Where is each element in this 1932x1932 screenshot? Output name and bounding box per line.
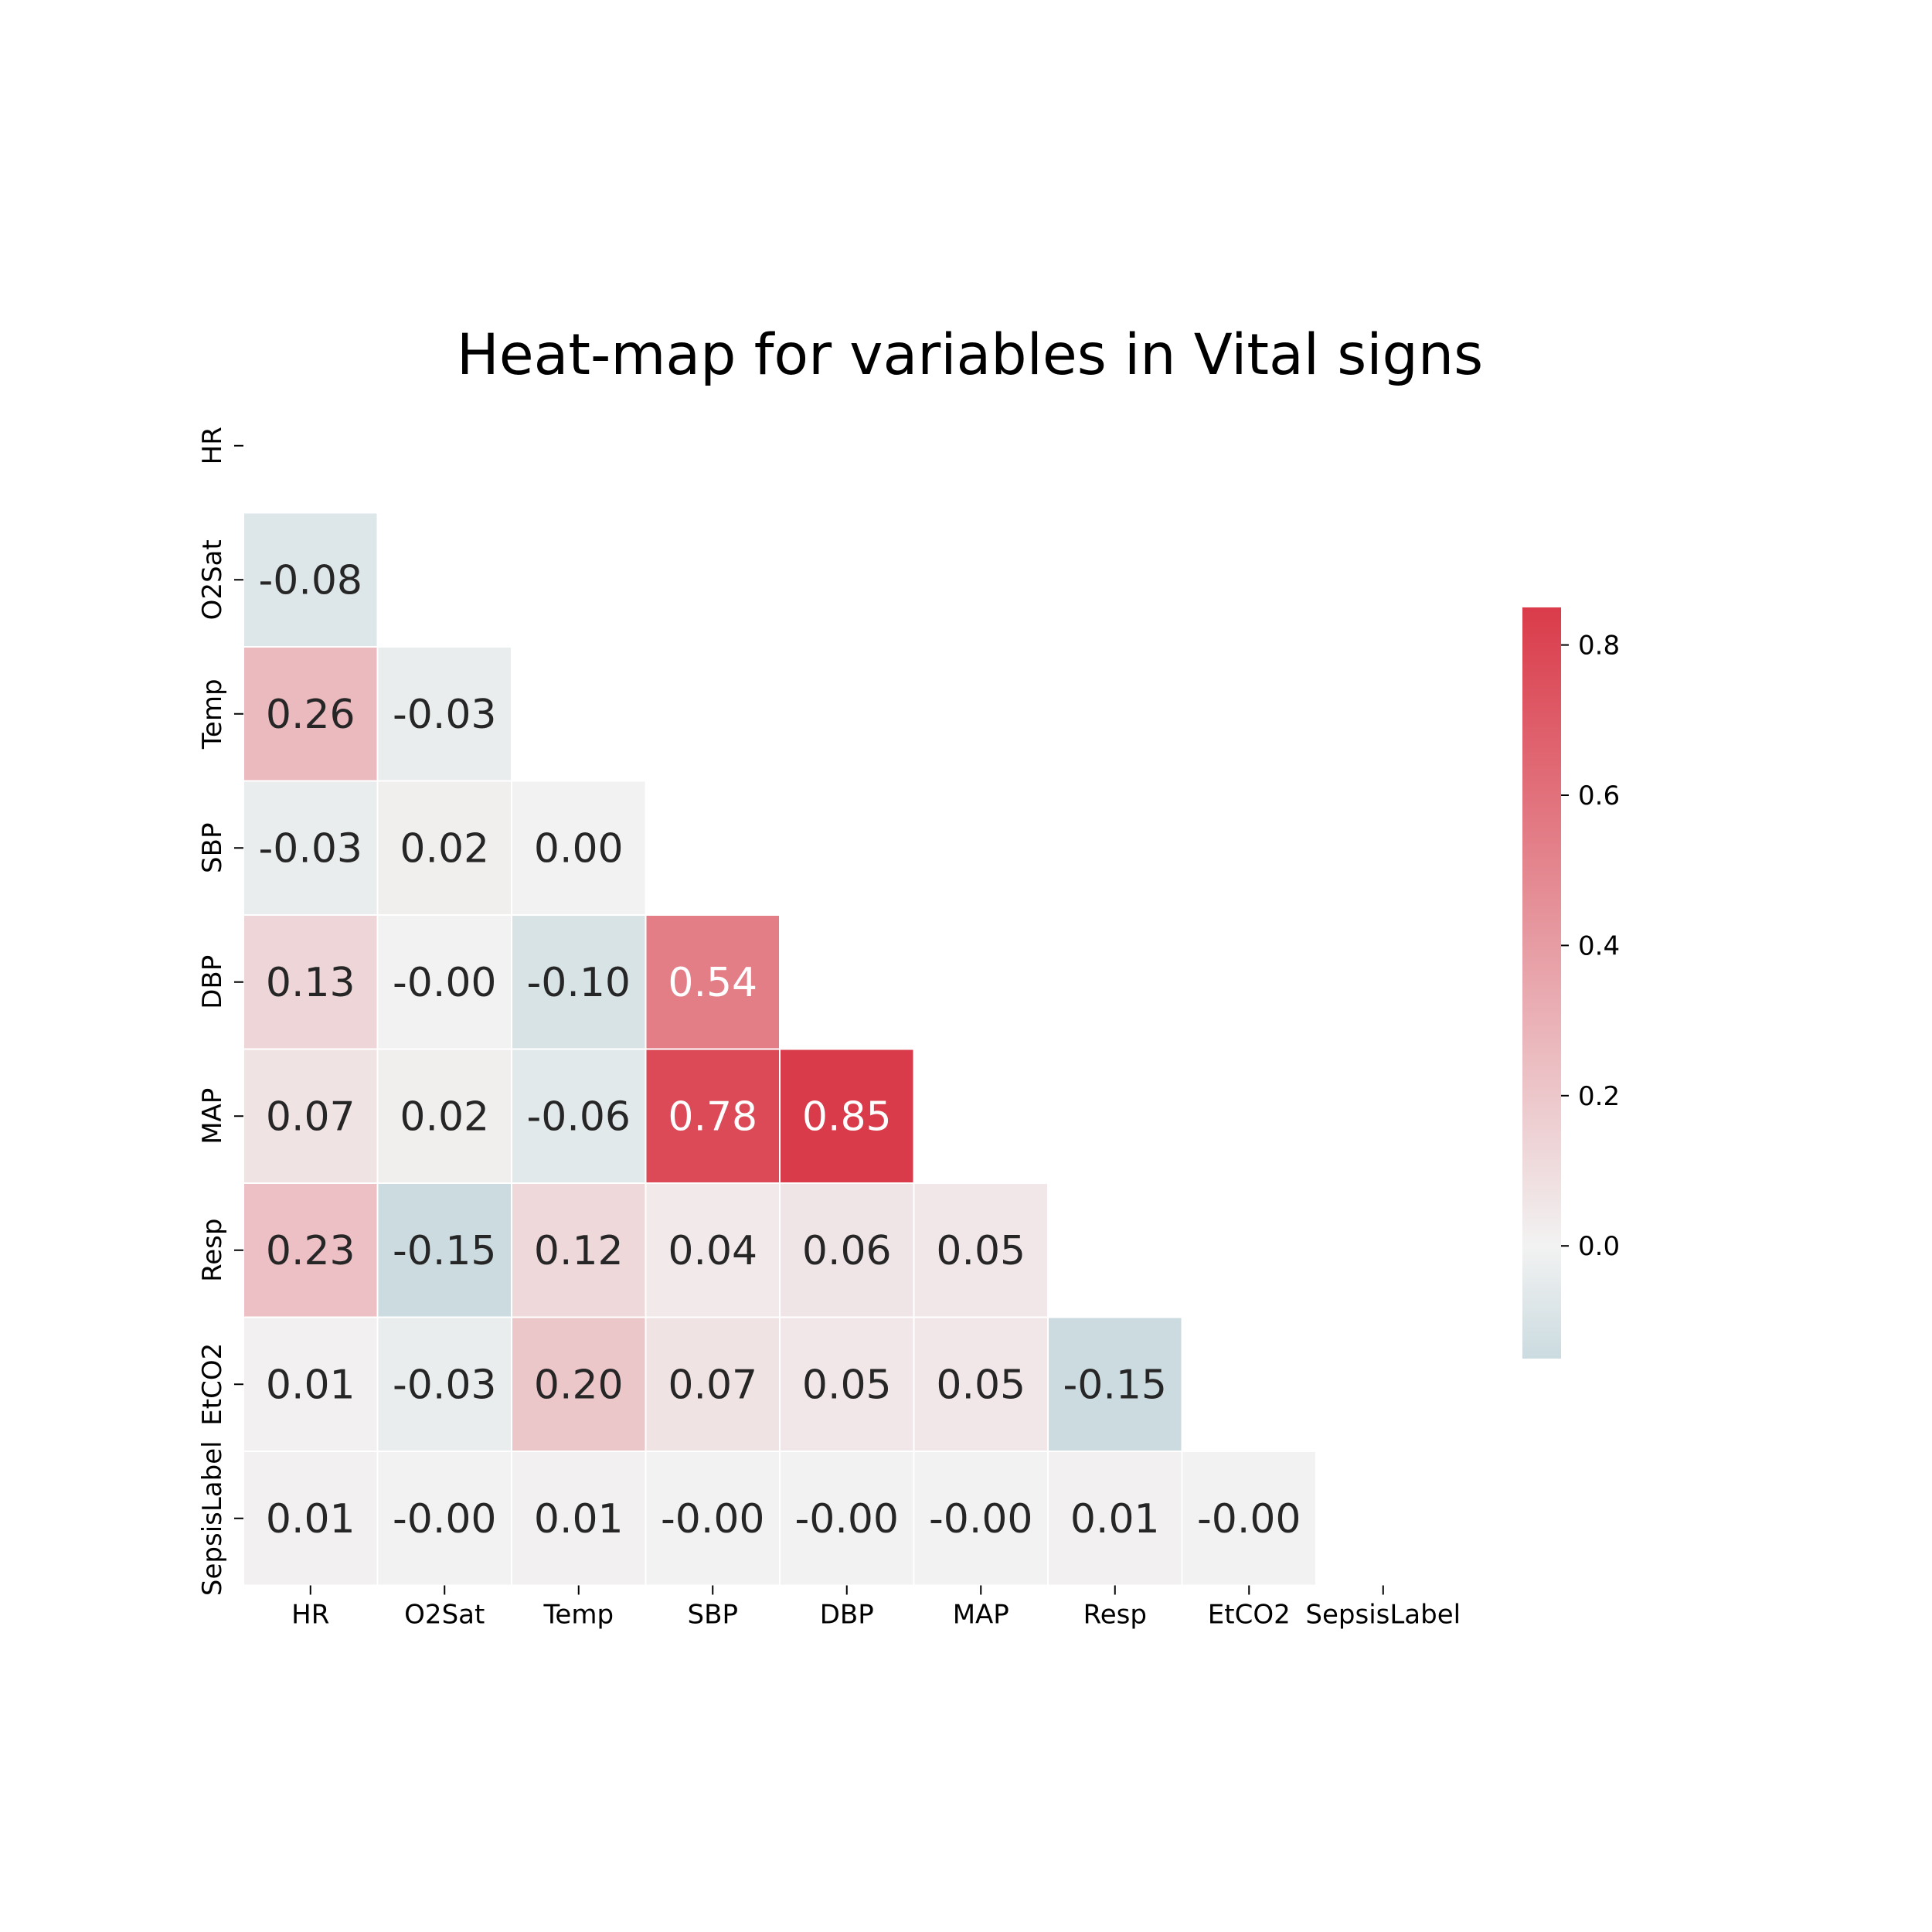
heatmap-cell <box>1047 1316 1183 1452</box>
cell-value-label: 0.01 <box>534 1496 624 1543</box>
y-tick-label: DBP <box>197 955 228 1009</box>
heatmap-cell <box>1047 1451 1183 1587</box>
heatmap-cell <box>779 1048 915 1184</box>
heatmap-cell <box>913 1182 1049 1318</box>
colorbar-gradient <box>1522 607 1561 1359</box>
cell-value-label: 0.05 <box>936 1228 1026 1274</box>
cell-value-label: 0.05 <box>802 1362 892 1408</box>
cell-value-label: 0.01 <box>266 1496 355 1543</box>
cell-value-label: -0.15 <box>393 1228 497 1274</box>
x-axis: HR O2Sat Temp SBP DBP MAP Resp EtCO2 SepsisLabel <box>291 1585 1461 1631</box>
cell-value-label: 0.85 <box>802 1094 892 1140</box>
colorbar-tick-label: 0.2 <box>1578 1081 1620 1112</box>
x-tick-label: HR <box>291 1600 329 1631</box>
y-tick-label: EtCO2 <box>197 1343 228 1426</box>
x-tick-label: SepsisLabel <box>1305 1600 1461 1631</box>
heatmap-cell <box>511 1182 647 1318</box>
heatmap-cell <box>243 1316 379 1452</box>
heatmap-cells: -0.08 0.26 -0.03 -0.03 0.02 0.00 0.13 -0.00 -0.1… <box>243 512 1317 1587</box>
y-tick-label: O2Sat <box>197 539 228 620</box>
heatmap-cell <box>243 780 379 916</box>
colorbar-tick-label: 0.0 <box>1578 1231 1620 1262</box>
y-tick-label: SepsisLabel <box>197 1440 228 1596</box>
cell-value-label: 0.20 <box>534 1362 624 1408</box>
cell-value-label: 0.01 <box>266 1362 355 1408</box>
cell-value-label: 0.02 <box>400 1094 489 1140</box>
cell-value-label: -0.06 <box>526 1094 631 1140</box>
heatmap-cell <box>645 1316 781 1452</box>
heatmap-cell <box>243 1451 379 1587</box>
cell-value-label: 0.23 <box>266 1228 355 1274</box>
cell-value-label: 0.78 <box>668 1094 757 1140</box>
cell-value-label: -0.00 <box>661 1496 765 1543</box>
heatmap-cell <box>779 1182 915 1318</box>
cell-value-label: 0.07 <box>668 1362 757 1408</box>
x-tick-label: MAP <box>953 1600 1009 1631</box>
heatmap-cell <box>645 1182 781 1318</box>
cell-value-label: -0.10 <box>526 960 631 1006</box>
y-tick-label: HR <box>197 427 228 464</box>
cell-value-label: 0.54 <box>668 960 757 1006</box>
cell-value-label: 0.04 <box>668 1228 757 1274</box>
y-tick-label: MAP <box>197 1088 228 1145</box>
y-tick-label: Temp <box>197 679 228 750</box>
cell-value-label: -0.08 <box>258 557 362 604</box>
cell-value-label: -0.00 <box>1197 1496 1301 1543</box>
cell-value-label: 0.00 <box>534 825 624 872</box>
x-tick-label: SBP <box>688 1600 738 1631</box>
heatmap-cell <box>376 1048 512 1184</box>
heatmap-cell <box>376 914 512 1050</box>
x-tick-label: DBP <box>820 1600 874 1631</box>
y-tick-label: SBP <box>197 823 228 873</box>
cell-value-label: 0.06 <box>802 1228 892 1274</box>
heatmap-cell <box>376 646 512 782</box>
heatmap-cell <box>645 1048 781 1184</box>
heatmap-cell <box>376 1316 512 1452</box>
heatmap-cell <box>243 646 379 782</box>
cell-value-label: -0.00 <box>929 1496 1033 1543</box>
cell-value-label: 0.26 <box>266 692 355 738</box>
x-tick-label: Temp <box>543 1600 614 1631</box>
heatmap-cell <box>645 914 781 1050</box>
cell-value-label: -0.03 <box>393 1362 497 1408</box>
cell-value-label: 0.05 <box>936 1362 1026 1408</box>
cell-value-label: 0.02 <box>400 825 489 872</box>
y-axis: HR O2Sat Temp SBP DBP MAP Resp EtCO2 SepsisLabel <box>197 427 243 1596</box>
heatmap-cell <box>511 1048 647 1184</box>
cell-value-label: -0.15 <box>1063 1362 1167 1408</box>
colorbar-tick-label: 0.4 <box>1578 930 1620 961</box>
heatmap-cell <box>913 1316 1049 1452</box>
cell-value-label: -0.03 <box>393 692 497 738</box>
cell-value-label: 0.07 <box>266 1094 355 1140</box>
x-tick-label: Resp <box>1083 1600 1147 1631</box>
cell-value-label: 0.13 <box>266 960 355 1006</box>
colorbar-tick-label: 0.6 <box>1578 781 1620 811</box>
heatmap-cell <box>376 780 512 916</box>
heatmap-cell <box>376 1182 512 1318</box>
heatmap-cell <box>511 780 647 916</box>
heatmap-cell <box>1181 1451 1317 1587</box>
cell-value-label: -0.03 <box>258 825 362 872</box>
cell-value-label: 0.12 <box>534 1228 624 1274</box>
cell-value-label: -0.00 <box>794 1496 899 1543</box>
cell-value-label: -0.00 <box>393 1496 497 1543</box>
cell-value-label: 0.01 <box>1070 1496 1160 1543</box>
chart-title: Heat-map for variables in Vital signs <box>457 322 1483 388</box>
heatmap-cell <box>511 1451 647 1587</box>
x-tick-label: EtCO2 <box>1208 1600 1291 1631</box>
heatmap-cell <box>243 512 379 648</box>
colorbar-tick-label: 0.8 <box>1578 631 1620 662</box>
x-tick-label: O2Sat <box>404 1600 485 1631</box>
colorbar: 0.0 0.2 0.4 0.6 0.8 <box>1522 607 1620 1359</box>
y-tick-label: Resp <box>197 1219 228 1282</box>
cell-value-label: -0.00 <box>393 960 497 1006</box>
